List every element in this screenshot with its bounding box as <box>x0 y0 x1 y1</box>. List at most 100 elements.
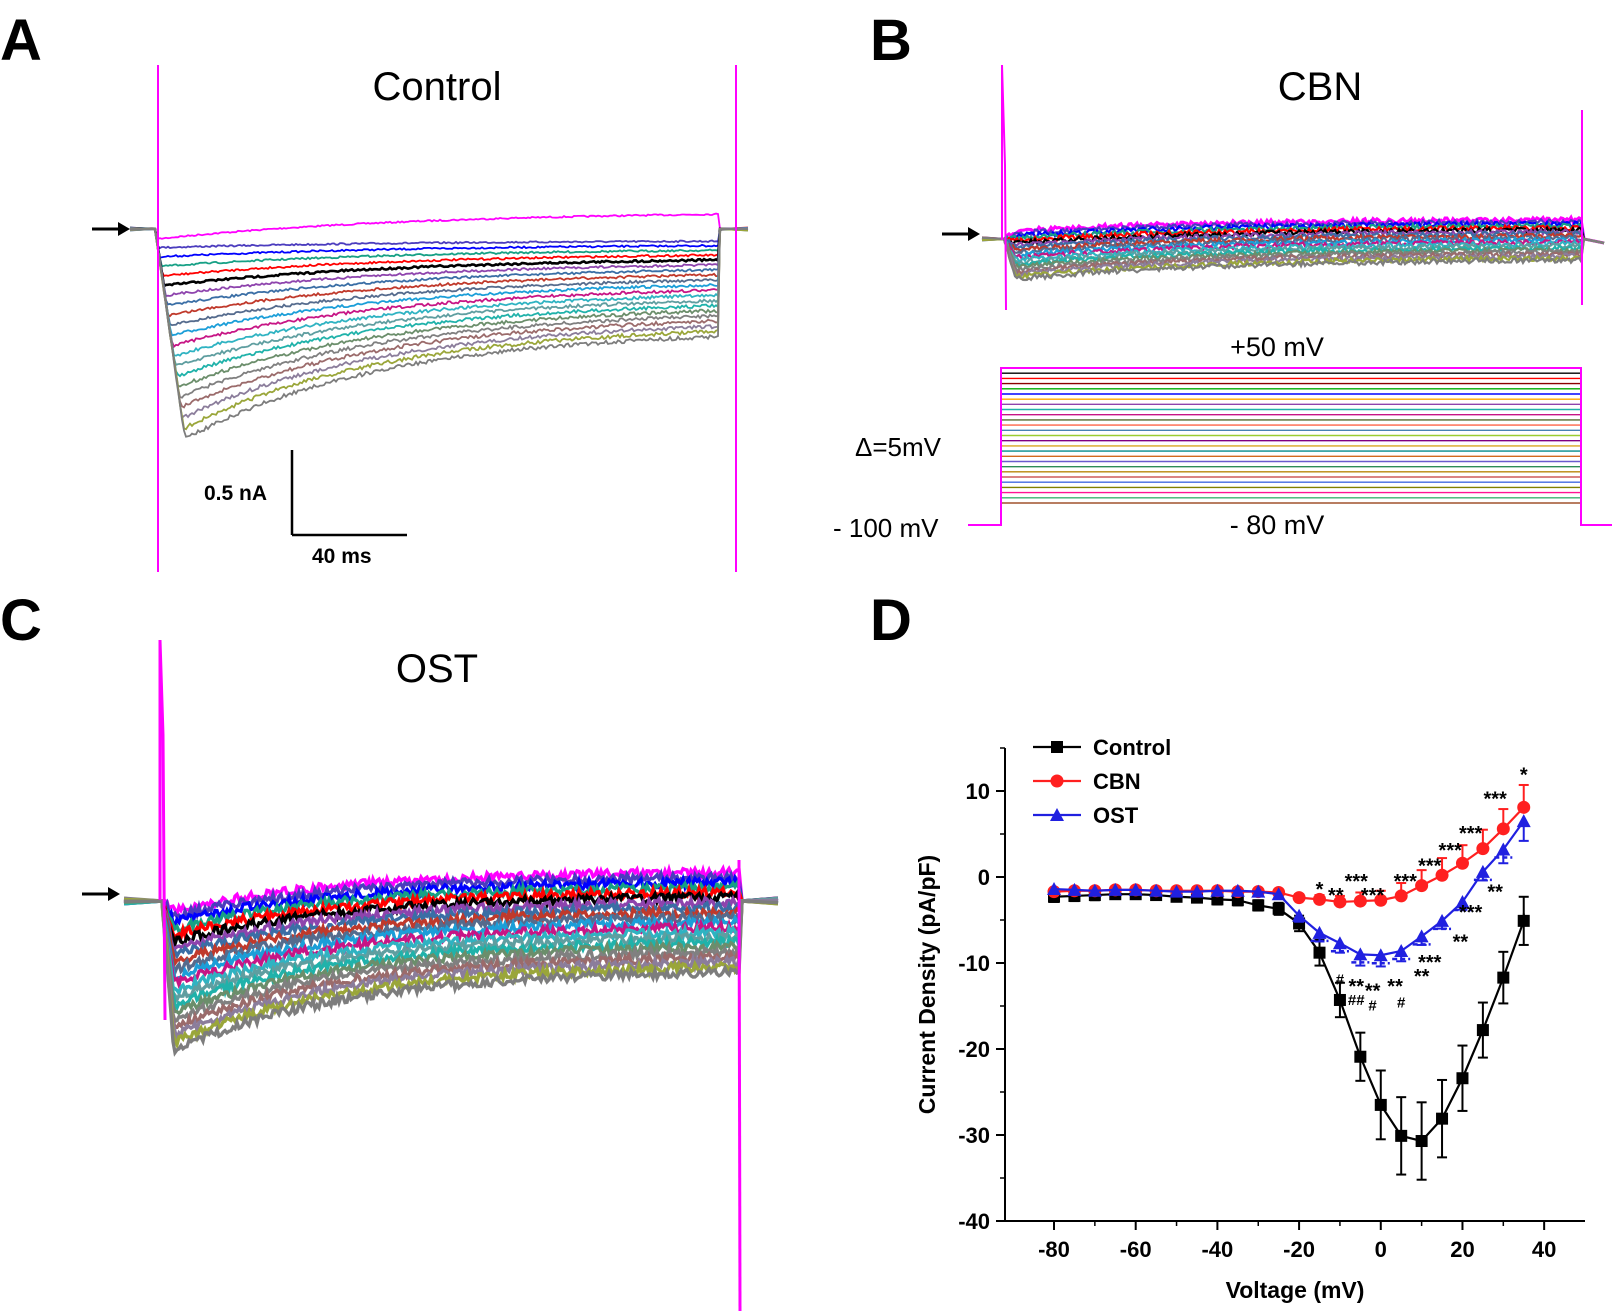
current-trace <box>981 237 1605 261</box>
baseline-arrow <box>82 887 120 901</box>
data-point <box>1353 894 1367 908</box>
y-axis-label: Current Density (pA/pF) <box>914 855 940 1114</box>
significance-mark: # <box>1336 971 1345 988</box>
current-trace <box>129 227 749 409</box>
data-point <box>1415 1135 1428 1148</box>
protocol-holding-label: - 100 mV <box>833 513 939 543</box>
holding-potential-line <box>968 367 1612 526</box>
current-trace <box>123 899 779 1016</box>
y-tick-label: -30 <box>958 1123 990 1148</box>
data-point <box>1517 800 1531 814</box>
current-trace <box>981 236 1605 282</box>
y-tick-label: -20 <box>958 1037 990 1062</box>
data-point <box>1313 946 1326 959</box>
legend-marker <box>1050 808 1064 821</box>
panel-letter-c: C <box>0 588 42 653</box>
data-point <box>1436 1112 1449 1125</box>
data-point <box>1169 884 1184 898</box>
data-point <box>1414 929 1429 943</box>
current-trace <box>123 899 779 1057</box>
significance-mark: *** <box>1345 871 1369 893</box>
panel-d-iv-chart: -80 -60 -40 -20 0 20 40 10 0 -10 -20 -30 -40 Voltage … <box>914 735 1585 1303</box>
data-point <box>1313 892 1327 906</box>
panel-c-ost-traces: OST <box>82 639 779 1311</box>
panel-b-title: CBN <box>1278 65 1362 109</box>
significance-mark: * <box>1316 879 1324 901</box>
data-point <box>1415 879 1429 893</box>
current-trace <box>129 228 749 438</box>
data-point <box>1271 887 1286 901</box>
panel-b-cbn-traces: CBN +50 mV Δ=5mV - 100 mV - 80 mV <box>833 64 1612 543</box>
significance-mark: ** <box>1487 881 1503 903</box>
data-point <box>1517 914 1530 927</box>
capacitive-artifact <box>1001 64 1007 311</box>
data-point <box>1292 891 1306 905</box>
significance-mark: ** <box>1414 966 1430 988</box>
current-trace <box>129 228 749 431</box>
data-point <box>1149 883 1164 897</box>
x-tick-label: -60 <box>1120 1237 1152 1262</box>
significance-mark: # <box>1397 995 1406 1012</box>
current-trace <box>129 227 749 399</box>
data-point <box>1128 882 1143 896</box>
x-tick-label: 20 <box>1450 1237 1474 1262</box>
significance-mark: *** <box>1418 952 1442 974</box>
current-trace <box>129 226 749 277</box>
data-point <box>1394 943 1409 957</box>
protocol-top-label: +50 mV <box>1230 332 1324 362</box>
current-trace <box>129 228 749 388</box>
data-point <box>1455 894 1470 908</box>
capacitive-artifact <box>737 859 742 1311</box>
current-trace <box>129 228 749 259</box>
legend-label: Control <box>1093 735 1171 760</box>
data-point <box>1087 883 1102 897</box>
current-trace <box>129 227 749 327</box>
data-point <box>1435 913 1450 927</box>
data-point <box>1497 971 1510 984</box>
current-trace <box>981 237 1605 266</box>
significance-mark: ** <box>1387 976 1403 998</box>
data-point <box>1210 883 1225 897</box>
protocol-step-label: Δ=5mV <box>855 432 942 462</box>
significance-mark: *** <box>1418 856 1442 878</box>
x-axis-label: Voltage (mV) <box>1226 1277 1365 1303</box>
y-tick-label: 10 <box>966 779 990 804</box>
data-point <box>1496 842 1511 856</box>
current-trace <box>981 225 1605 247</box>
data-point <box>1476 1024 1489 1037</box>
scale-time-label: 40 ms <box>312 545 372 568</box>
data-point <box>1332 936 1347 950</box>
current-trace <box>123 897 779 1051</box>
data-point <box>1373 948 1388 962</box>
significance-mark: ** <box>1348 976 1364 998</box>
panel-a-title: Control <box>373 65 502 109</box>
baseline-arrow <box>92 222 130 236</box>
data-point <box>1067 882 1082 896</box>
x-tick-label: -20 <box>1283 1237 1315 1262</box>
significance-mark: * <box>1520 911 1528 933</box>
significance-mark: *** <box>1439 840 1463 862</box>
current-trace <box>129 227 749 357</box>
data-point <box>1394 889 1408 903</box>
data-point <box>1047 882 1062 896</box>
current-trace <box>123 897 779 1045</box>
data-point <box>1189 884 1204 898</box>
baseline-arrow <box>942 227 980 241</box>
series-ost <box>1047 814 1531 968</box>
panel-letter-b: B <box>870 8 912 73</box>
data-point <box>1333 895 1347 909</box>
data-point <box>1395 1129 1408 1142</box>
y-tick-label: -10 <box>958 951 990 976</box>
data-point <box>1476 842 1490 856</box>
current-trace <box>123 897 779 981</box>
significance-mark: * <box>1520 765 1528 787</box>
data-point <box>1292 908 1307 922</box>
current-trace <box>129 212 749 240</box>
current-trace <box>123 897 779 991</box>
x-tick-label: -80 <box>1038 1237 1070 1262</box>
significance-mark: ** <box>1328 885 1344 907</box>
y-tick-label: 0 <box>978 865 990 890</box>
panel-letter-a: A <box>0 8 42 73</box>
significance-mark: *** <box>1459 902 1483 924</box>
